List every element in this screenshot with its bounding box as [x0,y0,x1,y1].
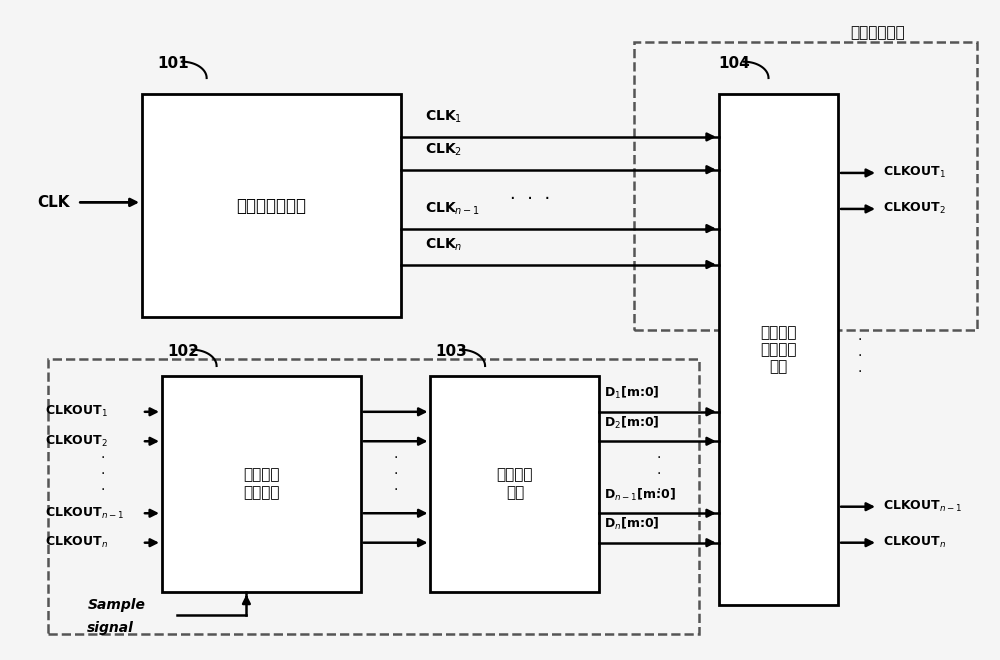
Text: ·
·
·: · · · [657,451,661,497]
Text: Sample: Sample [87,598,145,612]
Text: CLK$_1$: CLK$_1$ [425,109,463,125]
Text: CLK$_n$: CLK$_n$ [425,236,463,253]
Text: 101: 101 [157,57,189,71]
Text: ·
·
·: · · · [100,451,104,497]
Text: CLKOUT$_n$: CLKOUT$_n$ [883,535,946,550]
Text: CLKOUT$_1$: CLKOUT$_1$ [45,405,108,419]
Text: 误差提取
模块: 误差提取 模块 [497,467,533,500]
Text: 104: 104 [719,57,751,71]
Text: CLKOUT$_{n-1}$: CLKOUT$_{n-1}$ [45,506,124,521]
Bar [48,360,699,634]
Text: 103: 103 [435,345,467,360]
Text: 102: 102 [167,345,199,360]
Text: D$_n$[m:0]: D$_n$[m:0] [604,516,660,532]
Text: signal: signal [87,621,134,635]
Text: 多相时钟发生器: 多相时钟发生器 [236,197,306,214]
Text: 时钟校正部分: 时钟校正部分 [851,24,905,40]
Text: D$_{n-1}$[m:0]: D$_{n-1}$[m:0] [604,486,676,503]
Text: CLKOUT$_n$: CLKOUT$_n$ [45,535,108,550]
Bar [719,94,838,605]
Text: 数字码控
制延迟链
模块: 数字码控 制延迟链 模块 [760,325,797,374]
Text: CLKOUT$_{n-1}$: CLKOUT$_{n-1}$ [883,499,962,514]
Bar [162,376,361,592]
Text: CLKOUT$_2$: CLKOUT$_2$ [883,201,946,216]
Text: ·
·
·: · · · [393,451,398,497]
Text: D$_1$[m:0]: D$_1$[m:0] [604,385,660,401]
Text: CLK$_2$: CLK$_2$ [425,141,463,158]
Text: CLK$_{n-1}$: CLK$_{n-1}$ [425,201,481,216]
Text: 时钟相位
检测模块: 时钟相位 检测模块 [243,467,280,500]
Text: ·  ·  ·: · · · [510,190,550,208]
Bar [430,376,599,592]
Text: CLKOUT$_2$: CLKOUT$_2$ [45,434,107,449]
Text: CLK: CLK [38,195,70,210]
Bar [142,94,401,317]
Text: D$_2$[m:0]: D$_2$[m:0] [604,414,660,431]
Bar [634,42,977,330]
Text: ·
·
·: · · · [858,333,862,380]
Text: CLKOUT$_1$: CLKOUT$_1$ [883,166,946,180]
